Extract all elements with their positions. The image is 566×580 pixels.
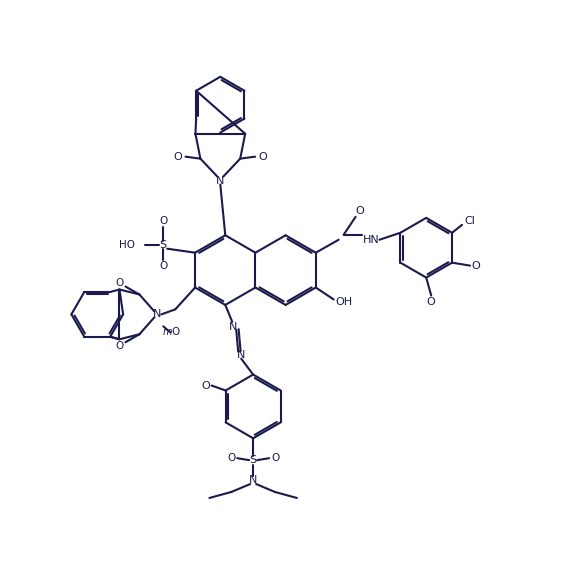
Text: O: O <box>115 278 123 288</box>
Text: Cl: Cl <box>465 216 475 226</box>
Text: O: O <box>159 216 168 226</box>
Text: O: O <box>355 206 364 216</box>
Text: HN: HN <box>363 235 380 245</box>
Text: O: O <box>173 151 182 162</box>
Text: O: O <box>471 260 481 271</box>
Text: N: N <box>216 176 225 186</box>
Text: m: m <box>162 327 172 338</box>
Text: O: O <box>159 260 168 271</box>
Text: S: S <box>160 240 167 250</box>
Text: O: O <box>259 151 268 162</box>
Text: N: N <box>229 322 237 332</box>
Text: O: O <box>201 380 210 390</box>
Text: HO: HO <box>119 240 135 250</box>
Text: S: S <box>250 455 257 465</box>
Text: N: N <box>237 350 246 360</box>
Text: N: N <box>249 475 258 485</box>
Text: O: O <box>227 453 235 463</box>
Text: O: O <box>427 298 436 307</box>
Text: O: O <box>115 341 123 351</box>
Text: N: N <box>153 309 161 320</box>
Text: O: O <box>271 453 279 463</box>
Text: OH: OH <box>335 298 352 307</box>
Text: O: O <box>171 327 179 338</box>
